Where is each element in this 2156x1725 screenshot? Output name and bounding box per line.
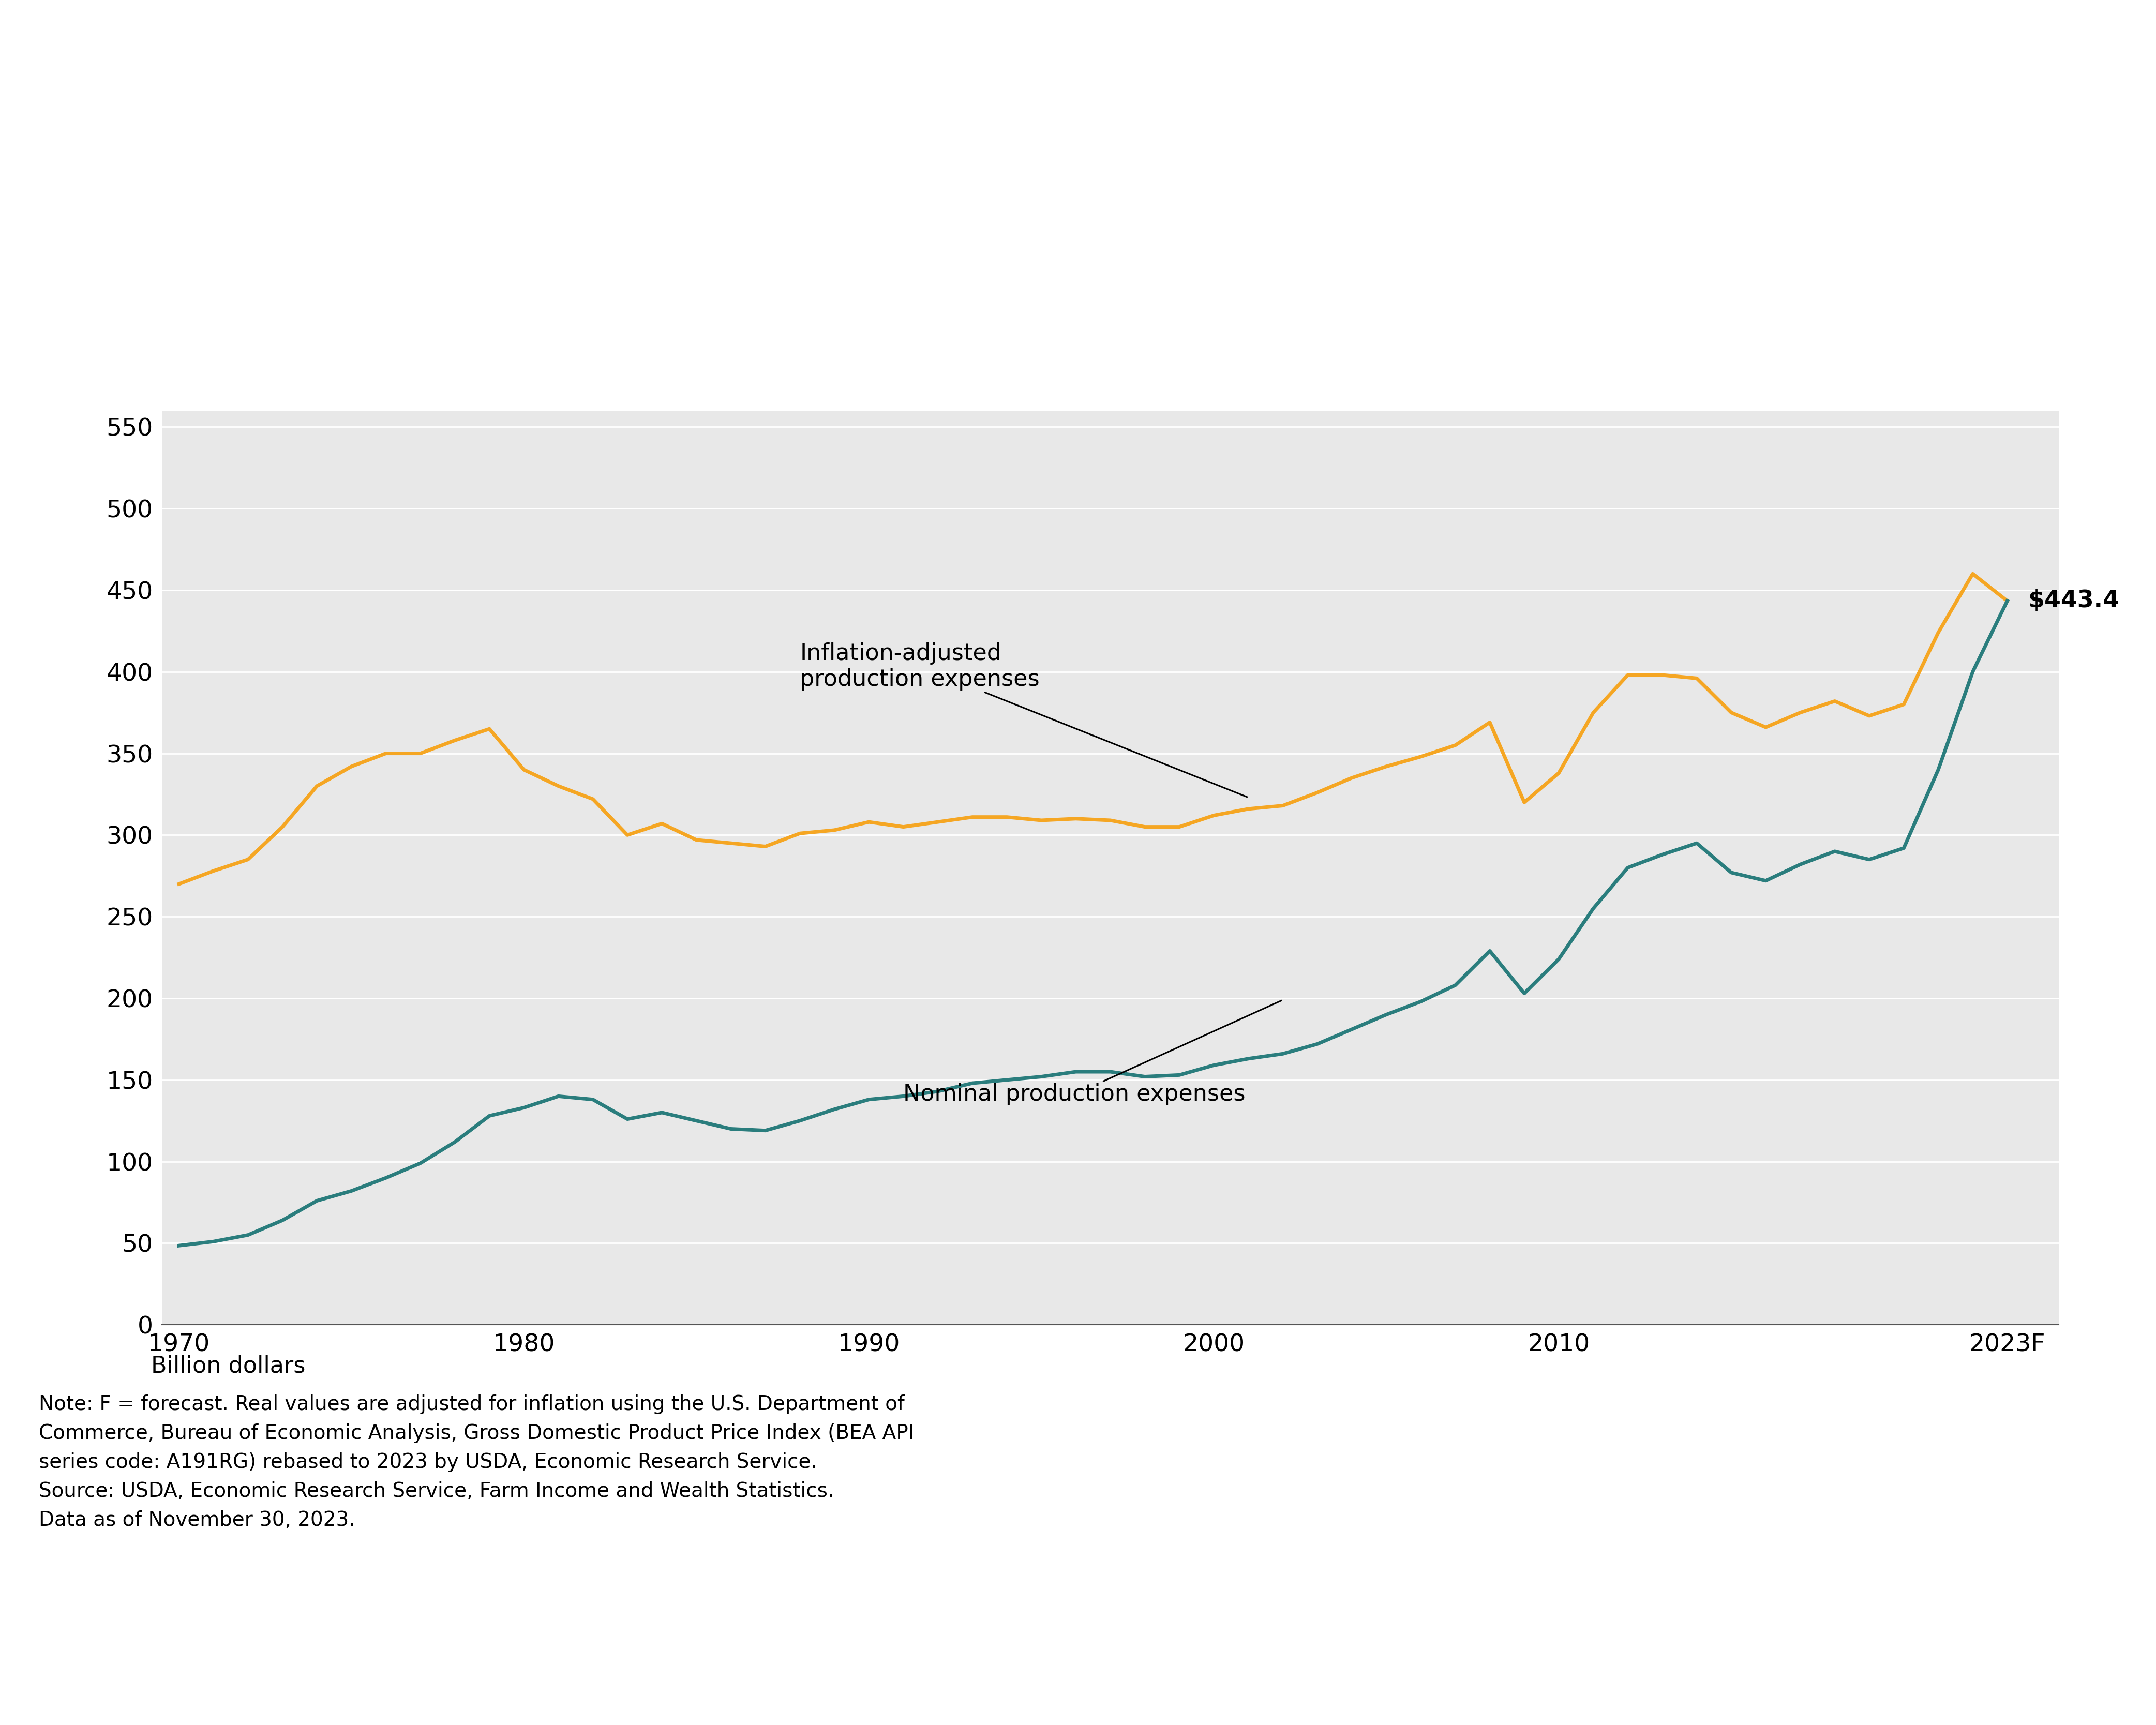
Text: Note: F = forecast. Real values are adjusted for inflation using the U.S. Depart: Note: F = forecast. Real values are adju… <box>39 1394 914 1530</box>
Text: Nominal production expenses: Nominal production expenses <box>903 1000 1281 1106</box>
Text: Inflation-adjusted
production expenses: Inflation-adjusted production expenses <box>800 642 1246 797</box>
Text: Billion dollars: Billion dollars <box>151 1356 306 1377</box>
Text: expenses, 1970–2023F: expenses, 1970–2023F <box>39 186 535 224</box>
Text: Nominal and inflation-adjusted U.S. farm production: Nominal and inflation-adjusted U.S. farm… <box>39 74 1188 112</box>
Text: $443.4: $443.4 <box>2029 590 2119 612</box>
